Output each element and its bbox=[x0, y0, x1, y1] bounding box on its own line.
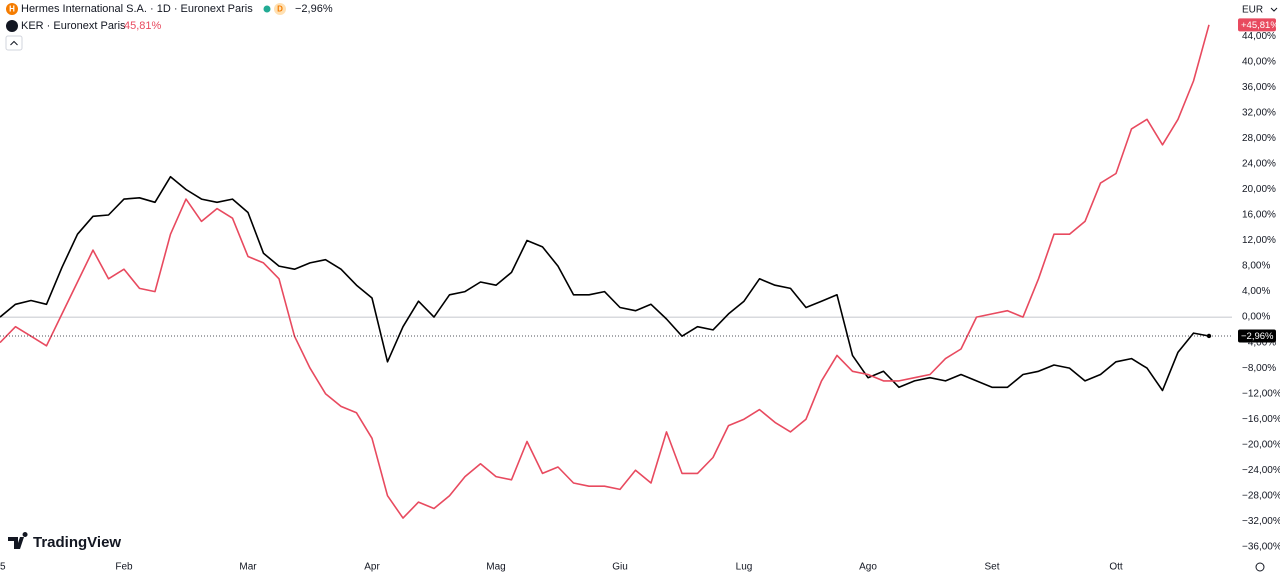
y-tick-label: −4,00% bbox=[1242, 337, 1276, 348]
y-tick-label: −24,00% bbox=[1242, 465, 1280, 476]
collapse-icon bbox=[10, 40, 18, 46]
y-tick-label: −32,00% bbox=[1242, 516, 1280, 527]
legend-title: Hermes International S.A. · 1D · Euronex… bbox=[21, 3, 253, 15]
x-tick-label: Apr bbox=[364, 562, 380, 573]
last-value-label: +45,81% bbox=[1241, 20, 1279, 31]
y-tick-label: −36,00% bbox=[1242, 541, 1280, 552]
y-tick-label: 16,00% bbox=[1242, 210, 1276, 221]
y-tick-label: 12,00% bbox=[1242, 235, 1276, 246]
y-tick-label: 20,00% bbox=[1242, 184, 1276, 195]
y-tick-label: 0,00% bbox=[1242, 312, 1270, 323]
currency-dropdown[interactable] bbox=[1270, 7, 1278, 12]
legend-change: 45,81% bbox=[124, 20, 162, 32]
x-tick-label: 25 bbox=[0, 562, 6, 573]
y-tick-label: 36,00% bbox=[1242, 82, 1276, 93]
x-tick-label: Ago bbox=[859, 562, 877, 573]
y-tick-label: −8,00% bbox=[1242, 363, 1276, 374]
y-tick-label: 4,00% bbox=[1242, 286, 1270, 297]
x-tick-label: Feb bbox=[115, 562, 133, 573]
y-tick-label: 8,00% bbox=[1242, 261, 1270, 272]
symbol-icon bbox=[6, 3, 18, 15]
plot-area bbox=[0, 24, 1232, 519]
flag-letter: D bbox=[277, 5, 283, 14]
currency-label[interactable]: EUR bbox=[1242, 5, 1263, 16]
series-line bbox=[0, 24, 1210, 519]
collapse-button[interactable] bbox=[5, 35, 23, 51]
x-tick-label: Lug bbox=[736, 562, 753, 573]
last-value-badge bbox=[1238, 329, 1276, 343]
y-tick-label: −16,00% bbox=[1242, 414, 1280, 425]
series-line bbox=[0, 175, 1210, 392]
x-tick-label: Set bbox=[984, 562, 999, 573]
y-tick-label: −28,00% bbox=[1242, 490, 1280, 501]
y-tick-label: 28,00% bbox=[1242, 133, 1276, 144]
y-tick-label: −20,00% bbox=[1242, 439, 1280, 450]
last-point bbox=[1206, 333, 1212, 339]
x-tick-label: Giu bbox=[612, 562, 628, 573]
x-tick-label: Mag bbox=[486, 562, 505, 573]
legend-change: −2,96% bbox=[295, 3, 333, 15]
watermark-logo bbox=[8, 532, 28, 549]
symbol-icon bbox=[6, 20, 18, 32]
market-status bbox=[263, 5, 271, 13]
y-tick-label: 40,00% bbox=[1242, 57, 1276, 68]
y-tick-label: −12,00% bbox=[1242, 388, 1280, 399]
x-tick-label: Mar bbox=[239, 562, 257, 573]
y-tick-label: 44,00% bbox=[1242, 31, 1276, 42]
flag-badge bbox=[274, 3, 286, 15]
last-value-label: −2,96% bbox=[1241, 331, 1274, 342]
settings-icon[interactable] bbox=[1255, 562, 1265, 572]
y-tick-label: 24,00% bbox=[1242, 159, 1276, 170]
watermark: TradingView bbox=[33, 534, 121, 551]
last-value-badge bbox=[1238, 18, 1276, 32]
legend-entry: KER · Euronext Paris bbox=[21, 20, 126, 32]
y-tick-label: 32,00% bbox=[1242, 108, 1276, 119]
symbol-icon-letter: H bbox=[9, 5, 15, 14]
x-tick-label: Ott bbox=[1109, 562, 1123, 573]
